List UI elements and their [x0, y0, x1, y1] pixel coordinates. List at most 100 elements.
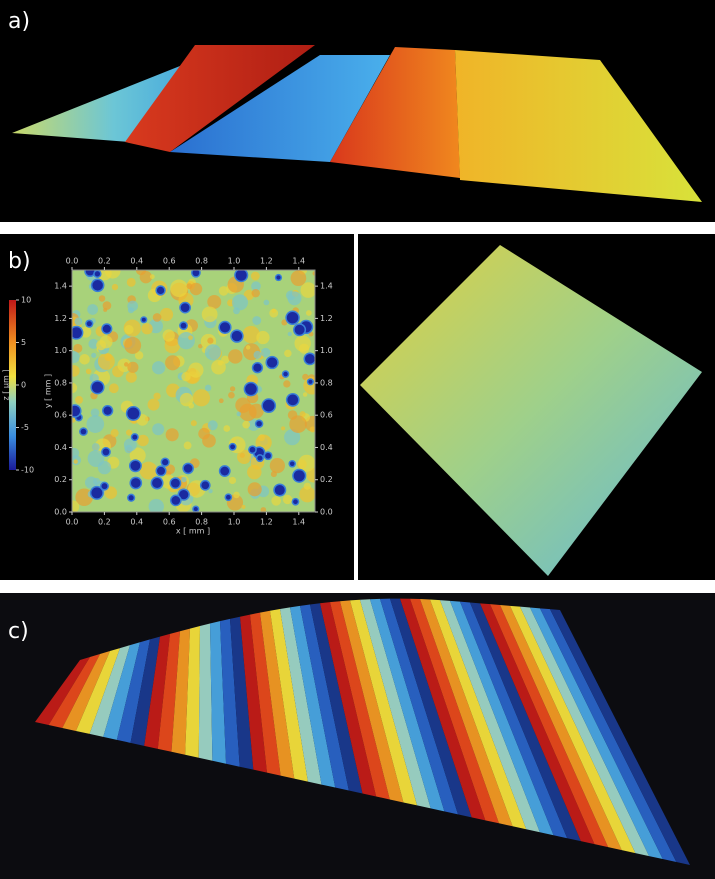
y-tick-label: 0.6 — [54, 411, 67, 420]
pit — [289, 461, 295, 467]
ridge-strip — [220, 618, 240, 767]
y-tick-label: 0.4 — [54, 443, 67, 452]
x-tick-label: 0.0 — [66, 257, 79, 266]
pit — [283, 371, 288, 377]
texture-patch — [85, 368, 92, 375]
pit — [235, 270, 247, 281]
texture-patch — [198, 427, 210, 440]
y-tick-label: 1.2 — [54, 314, 67, 323]
pit — [180, 303, 190, 312]
pit — [152, 478, 163, 489]
ridge-strip — [490, 604, 609, 848]
texture-patch — [72, 350, 80, 364]
pit — [94, 271, 101, 277]
x-tick-label: 0.8 — [195, 518, 208, 527]
texture-patch — [237, 449, 252, 464]
ridge-strip — [530, 607, 663, 860]
texture-patch — [165, 355, 181, 371]
pit — [91, 381, 104, 393]
pit — [132, 434, 138, 440]
pit — [276, 275, 281, 280]
colorbar-tick-label: 0 — [21, 381, 26, 390]
texture-patch — [181, 476, 187, 483]
texture-patch — [299, 486, 315, 503]
texture-patch — [236, 411, 242, 417]
surface-rough — [330, 47, 460, 178]
texture-patch — [252, 316, 262, 325]
pit — [180, 322, 187, 329]
ridge-strip — [330, 601, 390, 800]
texture-patch — [170, 279, 188, 298]
pit — [294, 324, 305, 335]
pit — [245, 383, 257, 395]
y-tick-label: 1.0 — [54, 346, 67, 355]
texture-patch — [152, 423, 165, 436]
texture-patch — [190, 420, 197, 427]
pit — [156, 466, 166, 475]
x-tick-label: 1.2 — [260, 518, 273, 527]
x-tick-label: 0.0 — [66, 518, 79, 527]
ridge-strip — [400, 598, 486, 821]
texture-patch — [139, 461, 158, 480]
panel-label: c) — [8, 619, 29, 644]
x-axis-label: x [ mm ] — [176, 527, 210, 536]
texture-patch — [302, 392, 308, 397]
texture-patch — [72, 417, 76, 423]
colorbar-tick-label: 5 — [21, 338, 26, 347]
y-tick-label: 0.6 — [320, 411, 333, 420]
ridge-strip — [198, 623, 213, 761]
y-tick-label: 0.8 — [320, 378, 333, 387]
texture-patch — [129, 447, 146, 464]
ridge-strip — [280, 607, 322, 785]
pit — [101, 483, 108, 490]
pit — [265, 452, 271, 459]
pit — [201, 481, 210, 490]
texture-patch — [204, 384, 212, 392]
texture-patch — [75, 395, 83, 404]
pit — [308, 379, 313, 384]
x-tick-label: 0.8 — [195, 257, 208, 266]
x-tick-label: 1.0 — [228, 257, 241, 266]
texture-patch — [93, 477, 101, 486]
texture-patch — [165, 428, 179, 442]
y-tick-label: 1.4 — [320, 282, 333, 291]
texture-patch — [217, 360, 223, 366]
texture-patch — [91, 352, 97, 358]
pit — [130, 460, 141, 471]
texture-patch — [74, 317, 83, 326]
pit — [274, 485, 285, 496]
x-tick-label: 1.2 — [260, 257, 273, 266]
texture-patch — [126, 277, 136, 287]
y-tick-label: 0.4 — [320, 443, 333, 452]
ridge-strip — [185, 626, 200, 758]
x-tick-label: 0.6 — [163, 518, 176, 527]
texture-patch — [306, 468, 315, 483]
texture-patch — [179, 392, 194, 407]
texture-patch — [298, 454, 315, 472]
texture-patch — [153, 392, 161, 400]
pit — [249, 446, 256, 453]
texture-patch — [305, 310, 312, 316]
pit — [226, 494, 231, 500]
texture-patch — [98, 295, 106, 302]
ridge-strip — [480, 603, 595, 845]
ridge-strip — [450, 600, 554, 836]
texture-patch — [165, 464, 176, 475]
ridge-strip — [360, 599, 431, 809]
texture-patch — [208, 488, 213, 494]
pit — [171, 496, 181, 505]
pit — [130, 478, 141, 488]
pit — [230, 444, 236, 450]
surface-a — [12, 45, 702, 202]
texture-patch — [281, 319, 288, 326]
texture-patch — [127, 361, 139, 373]
texture-patch — [110, 429, 119, 438]
texture-patch — [90, 408, 100, 417]
pit — [127, 407, 140, 420]
ridge-strip — [75, 648, 120, 734]
texture-patch — [228, 391, 235, 399]
texture-patch — [282, 494, 293, 505]
pit — [92, 280, 103, 291]
y-axis-label: y [ mm ] — [44, 374, 53, 408]
